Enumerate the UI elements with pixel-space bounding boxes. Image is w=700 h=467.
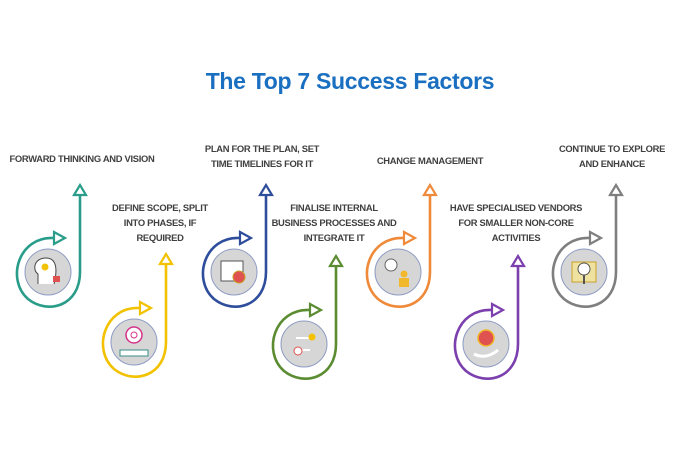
factor-label-line: DEFINE SCOPE, SPLIT: [112, 202, 208, 213]
factor-label-line: HAVE SPECIALISED VENDORS: [450, 202, 582, 213]
up-arrowhead-icon: [328, 253, 344, 268]
factor-label-line: AND ENHANCE: [579, 158, 645, 169]
factor-1: FORWARD THINKING AND VISION: [9, 153, 155, 308]
up-arrowhead-icon: [510, 253, 526, 268]
loop-arrowhead-icon: [490, 302, 506, 318]
loop-arrowhead-icon: [52, 230, 68, 246]
process-flow-icon: [280, 320, 328, 368]
factor-3: PLAN FOR THE PLAN, SET TIME TIMELINES FOR…: [201, 143, 320, 308]
factor-label-line: REQUIRED: [136, 232, 184, 243]
factor-6: HAVE SPECIALISED VENDORS FOR SMALLER NON-…: [450, 202, 582, 380]
loop-arrowhead-icon: [238, 230, 254, 246]
loop-arrow-line: [453, 266, 520, 380]
factor-label-line: TIME TIMELINES FOR IT: [211, 158, 314, 169]
page-title: The Top 7 Success Factors: [205, 68, 495, 94]
target-scope-icon: [110, 318, 158, 366]
up-arrowhead-icon: [258, 182, 274, 197]
loop-arrowhead-icon: [402, 230, 418, 246]
up-arrowhead-icon: [72, 182, 88, 197]
factor-2: DEFINE SCOPE, SPLIT INTO PHASES, IF REQUIR…: [101, 202, 209, 378]
loop-arrowhead-icon: [308, 302, 324, 318]
factor-label-line: BUSINESS PROCESSES AND: [272, 217, 397, 228]
factor-label-line: INTEGRATE IT: [304, 232, 365, 243]
factor-label-line: CHANGE MANAGEMENT: [377, 155, 484, 166]
explore-map-icon: [560, 248, 608, 296]
idea-head-icon: [24, 248, 72, 296]
loop-arrow-line: [365, 195, 432, 308]
factor-label-line: CONTINUE TO EXPLORE: [559, 143, 665, 154]
factor-label-line: INTO PHASES, IF: [124, 217, 197, 228]
loop-arrow-line: [101, 264, 168, 378]
change-gear-person-icon: [374, 248, 422, 296]
up-arrowhead-icon: [608, 182, 624, 197]
factor-4: FINALISE INTERNAL BUSINESS PROCESSES AND I…: [271, 202, 397, 380]
factor-label-line: FINALISE INTERNAL: [290, 202, 378, 213]
factor-label-line: FOR SMALLER NON-CORE: [458, 217, 573, 228]
factor-5: CHANGE MANAGEMENT: [365, 155, 484, 308]
factor-label-line: FORWARD THINKING AND VISION: [9, 153, 155, 164]
up-arrowhead-icon: [422, 182, 438, 197]
factor-7: CONTINUE TO EXPLORE AND ENHANCE: [551, 143, 665, 308]
calendar-clock-icon: [210, 248, 258, 296]
loop-arrow-line: [15, 195, 82, 308]
up-arrowhead-icon: [158, 251, 174, 266]
loop-arrow-line: [271, 266, 338, 380]
loop-arrowhead-icon: [588, 230, 604, 246]
loop-arrow-line: [551, 195, 618, 308]
loop-arrowhead-icon: [138, 300, 154, 316]
factor-label-line: ACTIVITIES: [492, 232, 541, 243]
loop-arrow-line: [201, 195, 268, 308]
vendor-hand-icon: [462, 320, 510, 368]
factor-label-line: PLAN FOR THE PLAN, SET: [205, 143, 320, 154]
